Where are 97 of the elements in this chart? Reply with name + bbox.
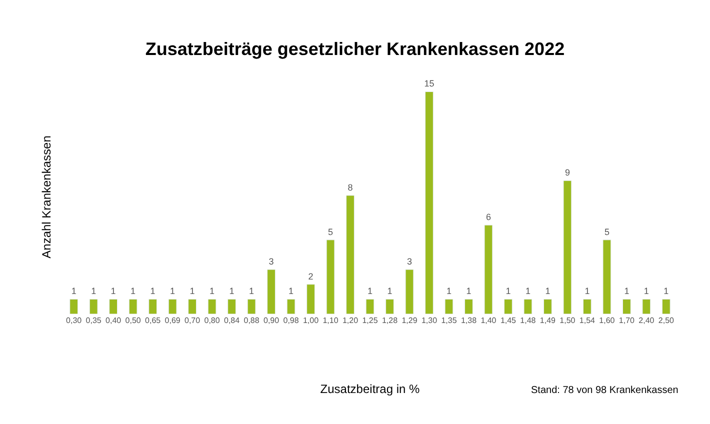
bar: [464, 298, 473, 314]
x-tick-label: 0,70: [184, 316, 201, 325]
bar: [622, 298, 631, 314]
bar: [346, 195, 354, 314]
data-label: 1: [130, 286, 136, 296]
data-label: 1: [170, 286, 176, 296]
bar: [148, 298, 157, 314]
x-tick-label: 1,50: [560, 316, 576, 325]
bar: [228, 298, 236, 314]
bar: [544, 298, 552, 314]
x-tick-label: 0,98: [283, 316, 300, 325]
x-tick-label: 0,65: [145, 316, 162, 325]
data-label: 1: [624, 286, 630, 296]
x-tick-label: 0,50: [125, 316, 142, 325]
x-tick-label: 0,84: [224, 316, 240, 325]
bar: [405, 269, 414, 314]
data-label: 1: [249, 286, 254, 296]
x-tick-label: 2,40: [638, 316, 655, 325]
data-label: 1: [545, 286, 550, 296]
bar: [563, 180, 572, 314]
bar: [662, 298, 670, 314]
x-tick-label: 1,29: [402, 316, 418, 325]
x-tick-label: 1,60: [599, 316, 616, 325]
data-label: 1: [190, 286, 195, 296]
bar: [109, 298, 118, 314]
data-label: 2: [308, 271, 314, 282]
data-label: 1: [506, 286, 511, 296]
data-label: 1: [584, 286, 590, 296]
bar: [208, 298, 216, 314]
data-label: 1: [110, 286, 116, 296]
bar: [602, 240, 612, 314]
bar: [425, 91, 434, 314]
bar: [89, 298, 98, 314]
data-label: 3: [268, 256, 274, 267]
data-label: 1: [644, 286, 649, 296]
x-tick-label: 1,48: [520, 316, 536, 325]
data-label: 1: [664, 286, 669, 296]
bar: [168, 298, 177, 314]
bar: [642, 298, 651, 314]
data-label: 9: [564, 168, 570, 178]
bar: [326, 240, 335, 314]
bar: [247, 298, 256, 314]
data-label: 5: [328, 226, 334, 237]
y-axis-title: Anzahl Krankenkassen: [39, 136, 54, 258]
data-label: 1: [71, 286, 76, 296]
x-tick-label: 0,88: [244, 316, 260, 325]
data-label: 15: [424, 78, 434, 89]
data-label: 1: [229, 286, 234, 296]
x-tick-label: 1,25: [362, 316, 378, 325]
data-label: 1: [525, 286, 530, 296]
bar: [524, 298, 532, 314]
bar: [366, 298, 374, 314]
x-tick-label: 2,50: [658, 316, 675, 325]
text: Stand: 78 von 98 Krankenkassen: [531, 385, 678, 396]
data-label: 5: [604, 226, 610, 237]
data-label: 1: [210, 286, 215, 296]
x-tick-label: 0,30: [66, 316, 82, 325]
x-tick-label: 1,49: [540, 316, 556, 325]
bar: [583, 298, 592, 314]
x-tick-label: 0,40: [106, 316, 122, 325]
x-tick-label: 1,30: [421, 316, 438, 325]
data-label: 1: [466, 286, 472, 296]
x-tick-label: 1,38: [460, 316, 478, 325]
bar: [444, 298, 454, 314]
data-label: 1: [367, 286, 373, 296]
data-label: 3: [406, 256, 412, 267]
data-label: 6: [486, 212, 491, 222]
x-tick-label: 1,70: [618, 316, 636, 325]
bar: [128, 298, 138, 314]
chart-title: Zusatzbeiträge gesetzlicher Krankenkassen 2022: [145, 39, 565, 59]
bar: [188, 298, 196, 314]
bar: [286, 298, 296, 314]
data-label: 1: [91, 286, 96, 296]
bar: [484, 224, 493, 314]
x-tick-label: 1,28: [382, 316, 398, 325]
x-tick-label: 1,45: [500, 316, 517, 325]
x-tick-label: 1,10: [322, 316, 339, 325]
x-tick-label: 1,54: [579, 316, 596, 325]
bar: [267, 269, 276, 314]
data-label: 1: [288, 286, 294, 296]
bar: [70, 298, 78, 314]
x-tick-label: 1,20: [342, 316, 359, 325]
x-tick-label: 0,69: [164, 316, 181, 325]
data-label: 1: [387, 286, 392, 296]
x-tick-label: 0,35: [86, 316, 102, 325]
bar: [504, 298, 512, 314]
data-label: 1: [446, 286, 452, 296]
data-label: 8: [348, 182, 353, 192]
x-tick-label: 0,80: [204, 316, 220, 325]
x-tick-label: 1,40: [480, 316, 497, 325]
data-label: 1: [150, 286, 156, 296]
x-axis-title: Zusatzbeitrag in %: [320, 382, 420, 396]
x-tick-label: 1,00: [302, 316, 320, 325]
bar: [306, 284, 315, 314]
bar: [386, 298, 394, 314]
x-tick-label: 0,90: [263, 316, 280, 325]
x-tick-label: 1,35: [441, 316, 458, 325]
